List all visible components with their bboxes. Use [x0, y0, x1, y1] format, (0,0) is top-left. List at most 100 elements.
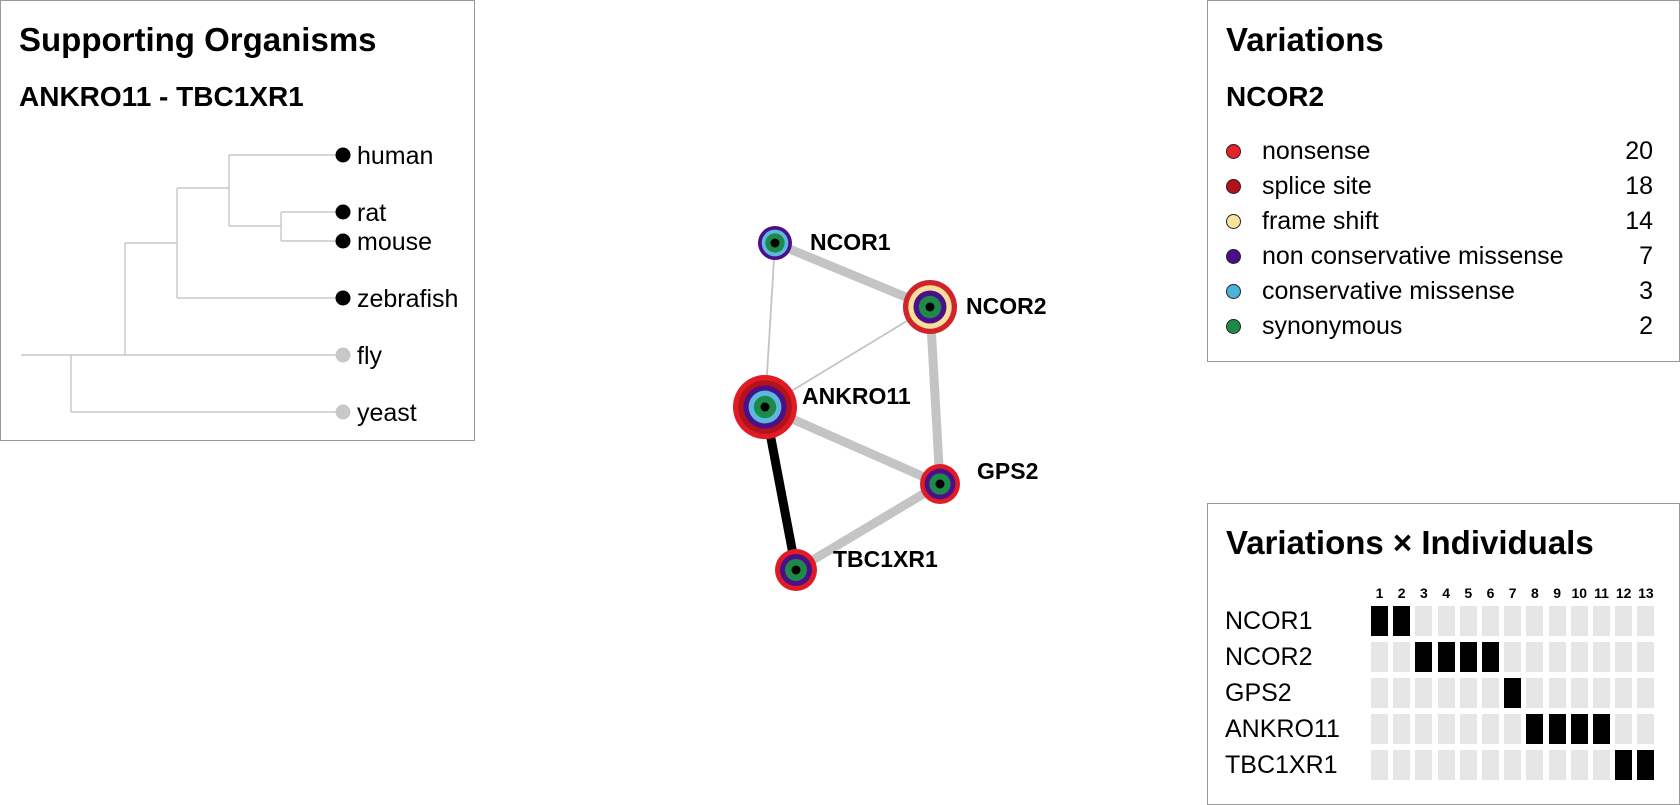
- organism-label-human: human: [357, 142, 433, 170]
- matrix-cell[interactable]: [1371, 714, 1388, 744]
- matrix-cell[interactable]: [1459, 678, 1477, 708]
- matrix-cell[interactable]: [1371, 678, 1388, 708]
- variation-count: 2: [1639, 312, 1653, 340]
- matrix-cell[interactable]: [1459, 714, 1477, 744]
- organism-label-mouse: mouse: [357, 228, 432, 256]
- node-label-GPS2: GPS2: [977, 458, 1038, 484]
- matrix-cell[interactable]: [1371, 750, 1388, 780]
- matrix-cell[interactable]: [1504, 678, 1522, 708]
- matrix-cell[interactable]: [1415, 606, 1433, 636]
- variation-color-dot: [1226, 284, 1241, 299]
- matrix-cell[interactable]: [1459, 750, 1477, 780]
- node-GPS2[interactable]: GPS2: [920, 458, 1038, 504]
- node-center: [770, 238, 780, 248]
- individual-column-label: 11: [1594, 585, 1609, 601]
- matrix-cell[interactable]: [1393, 678, 1411, 708]
- supporting-organisms-panel: Supporting Organisms ANKRO11 - TBC1XR1 h…: [0, 0, 475, 441]
- matrix-cell[interactable]: [1371, 642, 1388, 672]
- matrix-cell[interactable]: [1615, 678, 1633, 708]
- matrix-cell[interactable]: [1570, 642, 1588, 672]
- variation-label: conservative missense: [1262, 277, 1515, 305]
- edge-NCOR2-ANKRO11[interactable]: [764, 306, 931, 408]
- node-ANKRO11[interactable]: ANKRO11: [733, 375, 911, 439]
- matrix-cell[interactable]: [1393, 714, 1411, 744]
- matrix-cell[interactable]: [1437, 750, 1455, 780]
- matrix-cell[interactable]: [1548, 642, 1566, 672]
- matrix-cell[interactable]: [1593, 606, 1610, 636]
- organism-label-fly: fly: [357, 342, 383, 370]
- matrix-cell[interactable]: [1459, 606, 1477, 636]
- individual-column-label: 8: [1530, 585, 1539, 601]
- variation-count: 7: [1639, 242, 1653, 270]
- matrix-cell[interactable]: [1637, 678, 1655, 708]
- matrix-cell[interactable]: [1415, 678, 1433, 708]
- matrix-cell[interactable]: [1637, 642, 1655, 672]
- matrix-cell[interactable]: [1593, 714, 1610, 744]
- variation-label: frame shift: [1262, 207, 1379, 235]
- node-TBC1XR1[interactable]: TBC1XR1: [775, 546, 938, 591]
- variation-row: splice site 18: [1222, 171, 1667, 205]
- matrix-cell[interactable]: [1482, 714, 1499, 744]
- edge-NCOR2-GPS2[interactable]: [925, 306, 945, 485]
- matrix-cell[interactable]: [1437, 678, 1455, 708]
- selected-gene-title: NCOR2: [1226, 81, 1325, 112]
- variation-count: 14: [1625, 207, 1653, 235]
- matrix-cell[interactable]: [1570, 714, 1588, 744]
- matrix-cell[interactable]: [1570, 678, 1588, 708]
- matrix-cell[interactable]: [1593, 642, 1610, 672]
- matrix-cell[interactable]: [1459, 642, 1477, 672]
- matrix-cell[interactable]: [1548, 606, 1566, 636]
- matrix-cell[interactable]: [1615, 642, 1633, 672]
- matrix-cell[interactable]: [1504, 642, 1522, 672]
- node-center: [925, 302, 935, 312]
- matrix-cell[interactable]: [1482, 678, 1499, 708]
- matrix-cell[interactable]: [1637, 750, 1655, 780]
- matrix-cell[interactable]: [1570, 606, 1588, 636]
- variation-label: synonymous: [1262, 312, 1403, 340]
- matrix-cell[interactable]: [1548, 714, 1566, 744]
- matrix-cell[interactable]: [1593, 750, 1610, 780]
- matrix-cell[interactable]: [1526, 750, 1544, 780]
- node-NCOR2[interactable]: NCOR2: [903, 280, 1047, 334]
- matrix-cell[interactable]: [1615, 750, 1633, 780]
- matrix-cell[interactable]: [1526, 606, 1544, 636]
- individual-column-label: 3: [1419, 585, 1428, 601]
- matrix-cell[interactable]: [1570, 750, 1588, 780]
- matrix-cell[interactable]: [1615, 714, 1633, 744]
- matrix-cell[interactable]: [1526, 678, 1544, 708]
- matrix-cell[interactable]: [1393, 606, 1411, 636]
- matrix-cell[interactable]: [1393, 750, 1411, 780]
- node-label-NCOR2: NCOR2: [966, 293, 1047, 319]
- matrix-cell[interactable]: [1548, 678, 1566, 708]
- matrix-cell[interactable]: [1415, 642, 1433, 672]
- matrix-cell[interactable]: [1393, 642, 1411, 672]
- edge-GPS2-TBC1XR1[interactable]: [793, 480, 943, 574]
- edge-NCOR1-NCOR2[interactable]: [773, 238, 932, 312]
- matrix-cell[interactable]: [1437, 714, 1455, 744]
- matrix-cell[interactable]: [1437, 606, 1455, 636]
- matrix-cell[interactable]: [1637, 714, 1655, 744]
- matrix-cell[interactable]: [1482, 642, 1499, 672]
- variation-row: synonymous 2: [1222, 311, 1667, 345]
- matrix-cell[interactable]: [1504, 714, 1522, 744]
- matrix-cell[interactable]: [1526, 714, 1544, 744]
- matrix-cell[interactable]: [1526, 642, 1544, 672]
- variation-row: conservative missense 3: [1222, 276, 1667, 310]
- gene-row-label: NCOR1: [1225, 607, 1313, 635]
- matrix-cell[interactable]: [1504, 750, 1522, 780]
- matrix-cell[interactable]: [1548, 750, 1566, 780]
- matrix-cell[interactable]: [1637, 606, 1655, 636]
- matrix-cell[interactable]: [1504, 606, 1522, 636]
- matrix-cell[interactable]: [1415, 750, 1433, 780]
- matrix-cell[interactable]: [1415, 714, 1433, 744]
- node-label-TBC1XR1: TBC1XR1: [833, 546, 938, 572]
- matrix-cell[interactable]: [1615, 606, 1633, 636]
- matrix-cell[interactable]: [1482, 606, 1499, 636]
- matrix-cell[interactable]: [1482, 750, 1499, 780]
- individual-column-label: 7: [1508, 585, 1517, 601]
- matrix-cell[interactable]: [1437, 642, 1455, 672]
- node-NCOR1[interactable]: NCOR1: [758, 226, 891, 260]
- matrix-cell[interactable]: [1593, 678, 1610, 708]
- variation-color-dot: [1226, 214, 1241, 229]
- matrix-cell[interactable]: [1371, 606, 1388, 636]
